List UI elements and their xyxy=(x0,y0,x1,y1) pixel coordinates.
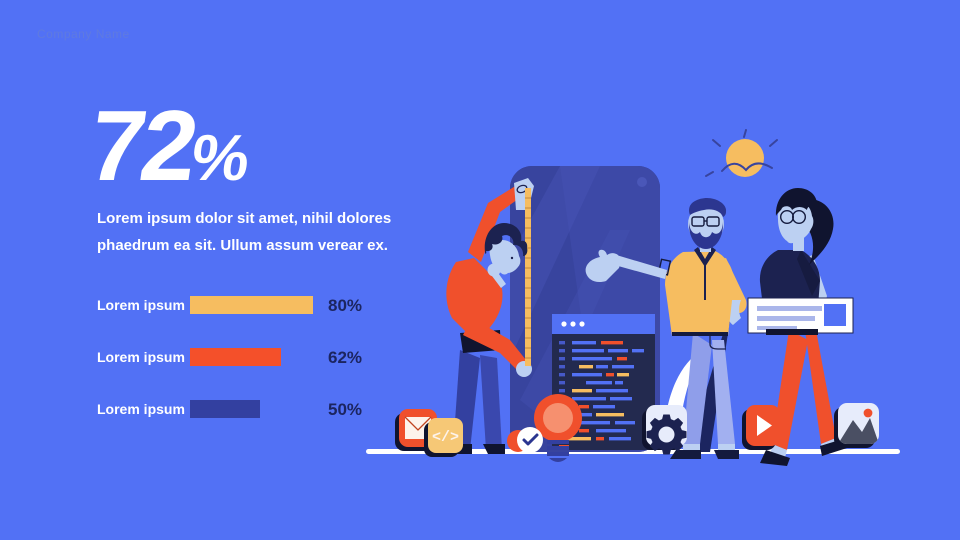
svg-text:</>: </> xyxy=(432,429,459,446)
